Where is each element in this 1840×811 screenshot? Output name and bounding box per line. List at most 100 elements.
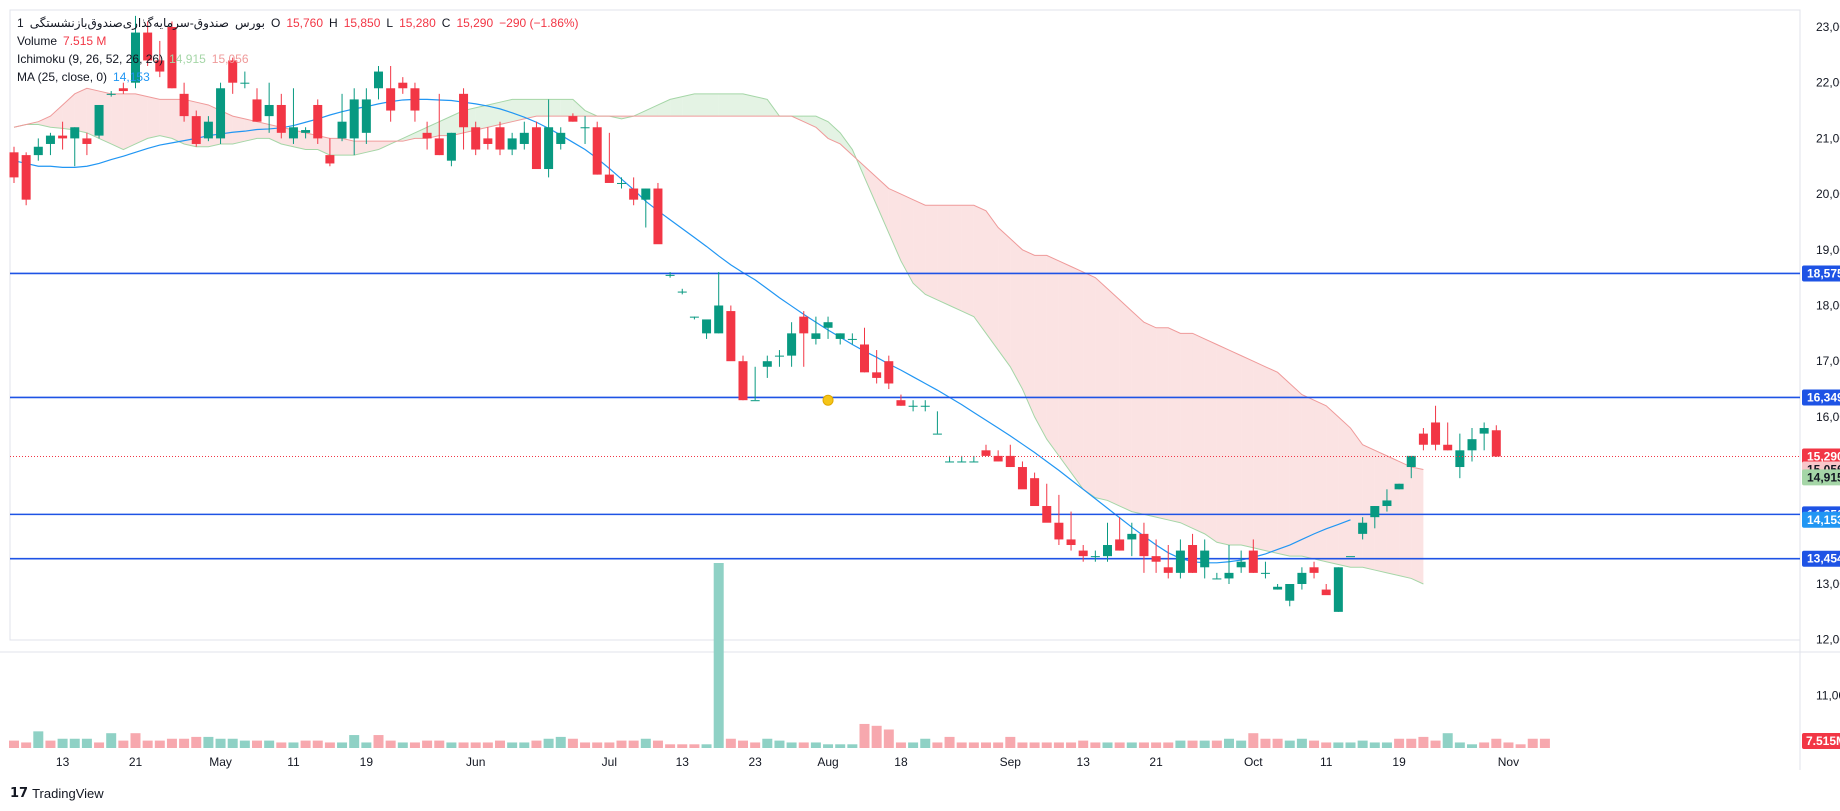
volume-bar — [1503, 742, 1514, 748]
candle-body — [653, 188, 663, 245]
volume-bar — [361, 742, 372, 748]
candle-body — [738, 361, 748, 401]
volume-value: 7.515 M — [63, 34, 107, 48]
price-label-span_a: 14,915 — [1807, 470, 1840, 484]
volume-bar — [1163, 742, 1174, 748]
candle-body — [94, 104, 104, 136]
volume-bar — [1272, 738, 1283, 748]
volume-bar — [1114, 742, 1125, 748]
volume-bar — [422, 740, 433, 748]
candle-body — [1078, 550, 1088, 557]
candle-body — [1346, 556, 1355, 558]
candle-body — [1139, 533, 1149, 557]
ichimoku-cloud-segment — [317, 135, 330, 156]
candle-body — [1358, 522, 1368, 534]
ichimoku-span-a-value: 14,915 — [169, 52, 206, 66]
ichimoku-cloud-segment — [548, 99, 561, 117]
candle-body — [82, 138, 92, 144]
volume-bar — [786, 742, 797, 748]
ichimoku-cloud-segment — [864, 166, 877, 206]
candle-body — [301, 130, 311, 133]
volume-bar — [1345, 742, 1356, 748]
ichimoku-cloud-segment — [1143, 322, 1157, 518]
ichimoku-cloud-segment — [1362, 444, 1375, 571]
candle-body — [471, 127, 481, 150]
x-tick-label: 11 — [1320, 755, 1333, 769]
volume-row[interactable]: Volume 7.515 M — [17, 32, 579, 50]
candle-body — [70, 127, 80, 139]
ichimoku-cloud-segment — [329, 138, 343, 156]
volume-bar — [385, 740, 396, 748]
volume-bar — [300, 740, 311, 748]
volume-bar — [993, 742, 1004, 748]
price-label-badge — [1802, 511, 1840, 528]
y-tick-label: 19,000 — [1816, 243, 1840, 257]
volume-bar — [1187, 740, 1198, 748]
y-tick-label: 22,000 — [1816, 76, 1840, 90]
volume-bar — [1527, 738, 1538, 748]
ichimoku-cloud-segment — [1399, 461, 1412, 579]
candle-body — [847, 338, 857, 340]
tradingview-brand[interactable]: 𝟭𝟳 TradingView — [10, 785, 104, 801]
ichimoku-cloud-segment — [500, 99, 513, 125]
low-label: L — [386, 16, 394, 30]
volume-bar — [1430, 740, 1441, 748]
volume-bar — [1102, 742, 1113, 748]
candle-body — [459, 93, 469, 128]
volume-bar — [883, 729, 894, 748]
ichimoku-cloud-segment — [706, 93, 719, 117]
ichimoku-span-a-line — [13, 93, 1424, 585]
event-marker-icon — [822, 394, 834, 406]
volume-bar — [701, 744, 712, 748]
y-tick-label: 20,000 — [1816, 187, 1840, 201]
volume-bar — [640, 738, 651, 748]
ichimoku-cloud-segment — [1338, 416, 1351, 568]
volume-bar — [57, 738, 68, 748]
x-tick-label: May — [209, 755, 232, 769]
ichimoku-cloud-segment — [1253, 361, 1266, 551]
volume-bar — [1394, 738, 1405, 748]
ma-line — [13, 98, 1351, 564]
candle-body — [604, 174, 614, 183]
candle-body — [920, 405, 930, 407]
ichimoku-cloud-segment — [900, 194, 914, 284]
ichimoku-cloud-segment — [74, 88, 87, 133]
volume-bar — [1066, 742, 1077, 748]
candle-body — [689, 316, 699, 318]
candle-body — [629, 188, 639, 200]
candle-body — [507, 138, 517, 150]
ma-row[interactable]: MA (25, close, 0) 14,153 — [17, 68, 579, 86]
ichimoku-cloud-segment — [973, 205, 986, 334]
candle-body — [106, 93, 116, 95]
ichimoku-cloud-segment — [232, 116, 245, 144]
ichimoku-cloud-segment — [342, 138, 355, 156]
volume-bar — [397, 742, 408, 748]
ichimoku-cloud-segment — [366, 141, 379, 153]
ichimoku-cloud-segment — [147, 96, 160, 139]
volume-bar — [1454, 742, 1465, 748]
candle-body — [1394, 483, 1404, 490]
x-tick-label: Jul — [602, 755, 617, 769]
ichimoku-cloud-segment — [682, 93, 695, 117]
level-price-label-badge — [1802, 389, 1840, 406]
candle-body — [981, 450, 991, 456]
volume-bar — [738, 740, 748, 748]
volume-bar — [1357, 740, 1368, 748]
ichimoku-cloud-segment — [998, 227, 1011, 367]
volume-bar — [1053, 742, 1064, 748]
volume-bar — [810, 742, 821, 748]
ichimoku-row[interactable]: Ichimoku (9, 26, 52, 26, 26) 14,915 15,0… — [17, 50, 579, 68]
symbol-name[interactable]: صندوق-سرمایه‌گذاری‌صندوق‌بازنشستگی — [29, 16, 229, 30]
volume-bar — [847, 744, 858, 748]
volume-bar — [81, 738, 92, 748]
candle-body — [131, 32, 140, 83]
candle-body — [811, 333, 821, 339]
volume-bar — [191, 736, 202, 748]
volume-bar — [750, 742, 761, 748]
volume-bar — [1381, 742, 1392, 748]
volume-bar — [482, 742, 493, 748]
volume-bar — [604, 742, 615, 748]
volume-bar — [762, 738, 773, 748]
candle-body — [1127, 533, 1137, 540]
